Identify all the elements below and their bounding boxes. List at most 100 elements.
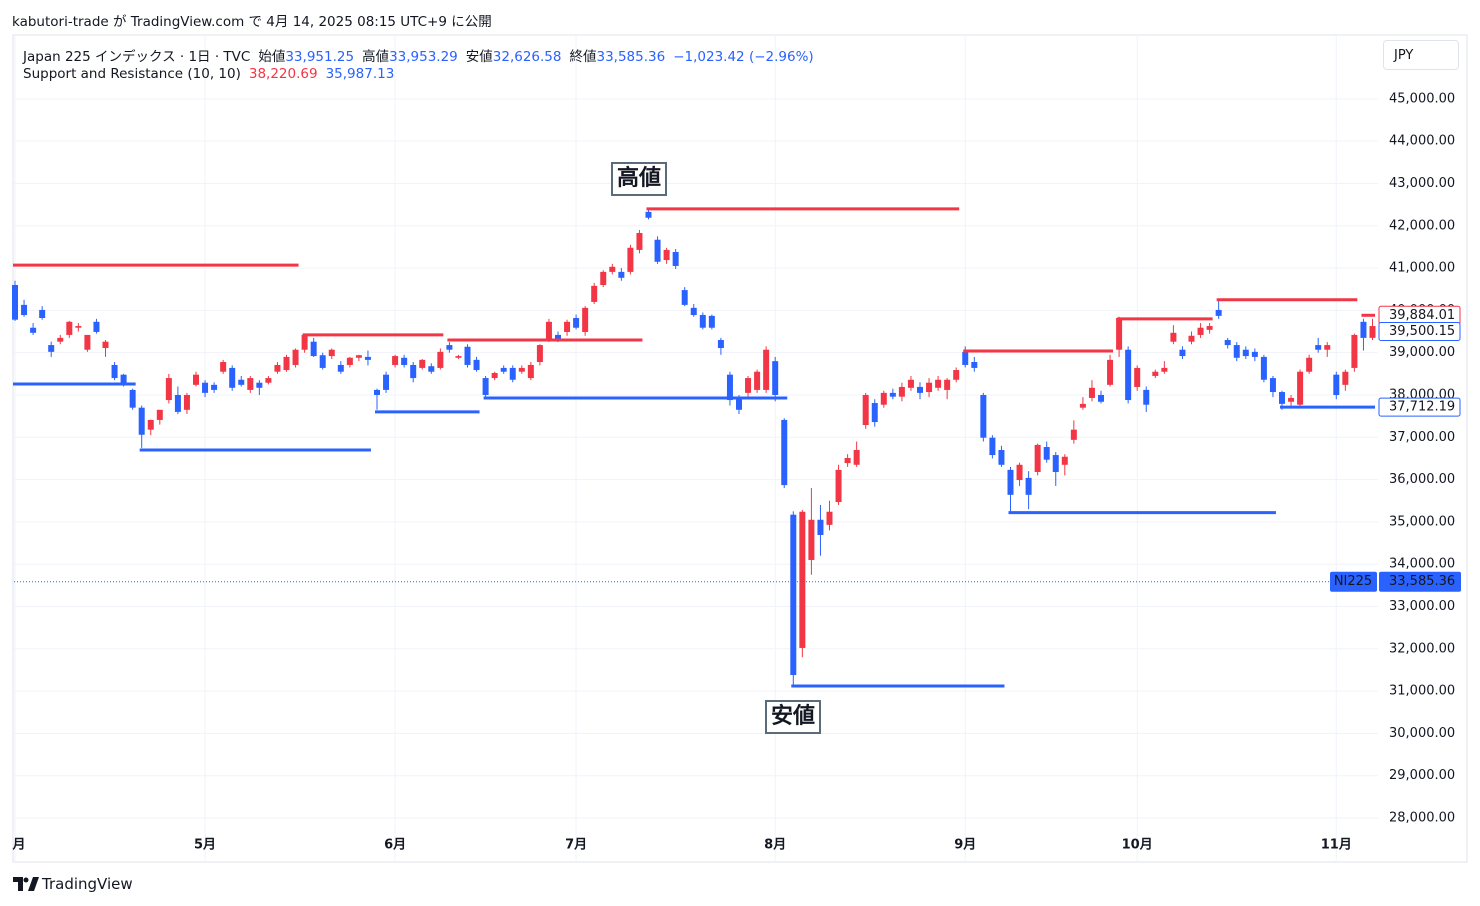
candle-body xyxy=(980,394,987,438)
candle-body xyxy=(211,384,218,390)
candle-body xyxy=(301,334,308,350)
candle-body xyxy=(926,382,933,393)
symbol-title: Japan 225 インデックス · 1日 · TVC xyxy=(23,49,251,65)
candle-body xyxy=(138,407,145,435)
candle-body xyxy=(672,252,679,266)
candle-body xyxy=(509,367,516,380)
candle-body xyxy=(717,339,724,349)
candle-body xyxy=(917,386,923,393)
x-tick-label: 月 xyxy=(11,838,25,853)
candle-body xyxy=(763,349,770,390)
candle-body xyxy=(1043,447,1050,460)
candle-body xyxy=(826,511,833,525)
candle-body xyxy=(319,355,326,368)
ohlc-name: 高値 xyxy=(362,49,390,65)
candle-body xyxy=(1007,469,1014,495)
candle-body xyxy=(862,394,869,426)
candle-body xyxy=(1116,317,1123,350)
candle-body xyxy=(165,378,172,401)
plot xyxy=(12,207,1378,688)
y-tick-label: 30,000.00 xyxy=(1389,726,1455,741)
candle-body xyxy=(328,349,335,357)
candle-body xyxy=(310,341,317,357)
candle-body xyxy=(120,374,127,385)
candle-body xyxy=(582,307,589,332)
candle-body xyxy=(30,327,37,333)
candle-body xyxy=(437,351,444,368)
ohlc-name: 安値 xyxy=(465,49,493,65)
candle-body xyxy=(464,346,471,365)
close-tag-label: 33,585.36 xyxy=(1389,574,1455,589)
candle-body xyxy=(817,519,824,536)
candle-body xyxy=(1206,326,1213,330)
footer-brand: TradingView xyxy=(42,875,133,893)
candle-body xyxy=(1279,392,1285,404)
y-tick-label: 39,000.00 xyxy=(1389,345,1455,360)
candle-body xyxy=(962,351,969,365)
candle-body xyxy=(1333,374,1340,395)
candle-body xyxy=(355,355,362,358)
candle-body xyxy=(1197,327,1204,335)
candle-body xyxy=(247,378,254,390)
candle-body xyxy=(564,321,571,332)
candle-body xyxy=(202,382,209,393)
candle-body xyxy=(12,285,18,320)
candle-body xyxy=(1016,464,1023,481)
y-tick-label: 32,000.00 xyxy=(1389,641,1455,656)
candle-body xyxy=(953,370,960,380)
candle-body xyxy=(527,364,534,379)
candle-body xyxy=(21,304,28,316)
candle-body xyxy=(609,266,616,272)
annotation-low: 安値 xyxy=(765,700,822,734)
candle-body xyxy=(111,364,118,379)
candle-body xyxy=(1079,403,1086,408)
candle-body xyxy=(229,367,236,388)
x-tick-label: 11月 xyxy=(1321,838,1352,853)
candle-body xyxy=(745,378,752,393)
candle-body xyxy=(880,392,887,405)
candle-body xyxy=(944,379,951,390)
symbol-tag xyxy=(1330,571,1377,592)
candle-body xyxy=(374,389,380,395)
candle-body xyxy=(907,379,914,388)
candle-body xyxy=(446,345,453,350)
y-tick-label: 42,000.00 xyxy=(1389,218,1455,233)
candle-body xyxy=(48,345,55,352)
candle-body xyxy=(573,317,580,328)
y-tick-label: 29,000.00 xyxy=(1389,768,1455,783)
candle-body xyxy=(545,321,552,340)
candle-body xyxy=(772,361,779,395)
candle-body xyxy=(93,321,100,332)
candle-body xyxy=(536,345,543,362)
candle-body xyxy=(1288,397,1295,402)
candle-body xyxy=(971,361,978,368)
candle-body xyxy=(555,334,561,340)
candle-body xyxy=(147,419,154,430)
candle-body xyxy=(383,374,390,390)
axes: 28,000.00 29,000.00 30,000.00 31,000.00 32,0… xyxy=(11,91,1461,853)
annotation-high: 高値 xyxy=(611,162,668,196)
x-tick-label: 7月 xyxy=(565,838,587,853)
candle-body xyxy=(1351,334,1358,368)
y-tick-label: 36,000.00 xyxy=(1389,472,1455,487)
candle-body xyxy=(600,271,607,286)
candle-body xyxy=(1369,326,1376,338)
candle-body xyxy=(455,356,462,358)
y-tick-label: 41,000.00 xyxy=(1389,261,1455,276)
x-tick-label: 5月 xyxy=(194,838,216,853)
legend-symbol: Japan 225 インデックス · 1日 · TVC 始値33,951.25 高値… xyxy=(23,45,822,65)
candle-body xyxy=(39,309,46,318)
candle-body xyxy=(998,449,1005,465)
candle-body xyxy=(1306,357,1313,372)
candle-body xyxy=(84,334,91,350)
candle-body xyxy=(410,364,417,379)
y-tick-label: 45,000.00 xyxy=(1389,91,1455,106)
candle-body xyxy=(781,419,788,486)
ohlc-value: 33,953.29 xyxy=(389,49,458,65)
currency-button[interactable]: JPY xyxy=(1383,40,1459,70)
price-tag xyxy=(1378,322,1461,342)
candle-body xyxy=(1297,371,1304,405)
candle-body xyxy=(1242,349,1249,357)
